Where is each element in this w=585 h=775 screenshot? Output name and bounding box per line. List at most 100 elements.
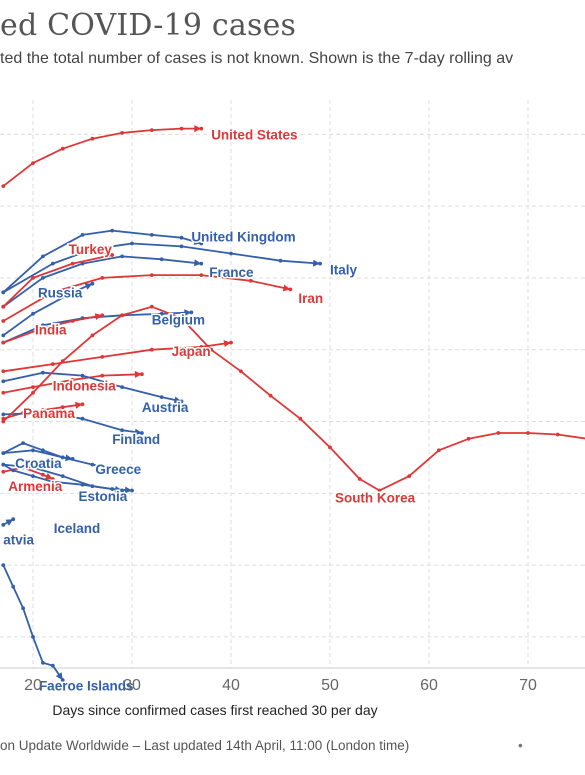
data-point bbox=[120, 313, 124, 318]
data-point bbox=[60, 359, 65, 364]
series-end-arrow bbox=[114, 465, 123, 473]
data-point bbox=[239, 369, 243, 374]
data-point bbox=[159, 395, 164, 399]
series-end-arrow bbox=[282, 284, 291, 292]
data-point bbox=[120, 428, 124, 433]
data-point bbox=[41, 326, 45, 331]
data-point bbox=[526, 431, 530, 435]
x-tick-label: 30 bbox=[123, 677, 141, 694]
series-end-arrow bbox=[184, 309, 192, 317]
data-point bbox=[1, 379, 6, 384]
data-point bbox=[50, 290, 55, 295]
series-label: Finland bbox=[112, 432, 160, 447]
data-point bbox=[60, 474, 65, 478]
chart-title: ed COVID-19 cases bbox=[0, 8, 297, 43]
line-chart: United States United Kingdom Italy France Tu… bbox=[0, 100, 585, 718]
series-label: United States bbox=[211, 127, 297, 142]
data-point bbox=[209, 347, 214, 352]
data-point bbox=[100, 276, 105, 280]
data-point bbox=[1, 319, 6, 323]
data-point bbox=[50, 261, 55, 266]
data-point bbox=[179, 126, 184, 131]
series-label: atvia bbox=[3, 532, 34, 547]
series-end-arrow bbox=[223, 340, 231, 347]
footer-separator-dot: • bbox=[518, 738, 523, 753]
data-point bbox=[199, 126, 204, 131]
data-point bbox=[1, 333, 6, 338]
x-tick-label: 40 bbox=[222, 677, 240, 694]
x-tick-label: 20 bbox=[24, 677, 42, 694]
data-point bbox=[149, 273, 154, 277]
data-point bbox=[90, 333, 95, 338]
data-point bbox=[357, 477, 362, 481]
data-point bbox=[110, 228, 115, 233]
data-point bbox=[199, 273, 204, 277]
series-line bbox=[3, 341, 232, 373]
series-end-arrow bbox=[124, 486, 132, 494]
data-point bbox=[1, 184, 6, 189]
data-point bbox=[50, 479, 55, 484]
series-end-arrow bbox=[104, 253, 113, 260]
data-point bbox=[21, 606, 25, 611]
series-end-arrow bbox=[75, 401, 83, 409]
data-point bbox=[80, 233, 85, 237]
data-point bbox=[31, 161, 35, 166]
data-point bbox=[328, 445, 332, 450]
series-end-arrow bbox=[5, 519, 14, 526]
series-end-arrow bbox=[173, 396, 182, 404]
data-point bbox=[41, 370, 45, 375]
data-point bbox=[298, 416, 303, 421]
x-axis: 20 30 40 50 60 70 Days since confirmed cases f… bbox=[24, 677, 537, 718]
series-line bbox=[2, 242, 321, 294]
data-point bbox=[41, 408, 45, 412]
data-point bbox=[50, 663, 55, 668]
data-point bbox=[60, 146, 65, 151]
data-point bbox=[1, 419, 6, 424]
data-point bbox=[31, 390, 35, 395]
data-point bbox=[159, 257, 164, 262]
data-point bbox=[149, 347, 154, 352]
data-point bbox=[229, 251, 233, 256]
data-point bbox=[41, 472, 45, 477]
series-label: South Korea bbox=[335, 491, 416, 506]
data-point bbox=[100, 355, 105, 359]
series-label: Croatia bbox=[15, 456, 62, 471]
series-label: Faeroe Islands bbox=[39, 679, 134, 694]
data-point bbox=[555, 432, 560, 437]
data-point bbox=[179, 244, 184, 249]
data-point bbox=[70, 378, 75, 382]
data-point bbox=[1, 369, 6, 374]
data-point bbox=[149, 128, 154, 133]
series-label: Panama bbox=[23, 406, 75, 421]
data-point bbox=[1, 563, 6, 567]
data-point bbox=[466, 436, 471, 441]
data-point bbox=[41, 276, 45, 280]
data-point bbox=[50, 362, 55, 366]
data-point bbox=[70, 290, 75, 295]
series-line bbox=[3, 371, 182, 403]
data-point bbox=[90, 247, 95, 252]
data-point bbox=[110, 487, 115, 491]
data-point bbox=[437, 448, 441, 453]
series-end-arrow bbox=[134, 428, 142, 436]
data-point bbox=[31, 635, 35, 639]
series-label: Armenia bbox=[8, 479, 63, 494]
data-point bbox=[41, 448, 45, 453]
data-point bbox=[31, 448, 35, 453]
data-point bbox=[1, 304, 6, 309]
series-end-arrow bbox=[194, 259, 202, 267]
data-point bbox=[60, 405, 65, 410]
data-point bbox=[31, 465, 35, 470]
data-point bbox=[21, 441, 25, 445]
series-end-arrow bbox=[194, 125, 202, 133]
data-point bbox=[90, 462, 95, 467]
data-point bbox=[159, 311, 164, 316]
series-label: Iran bbox=[298, 291, 323, 306]
x-tick-label: 70 bbox=[519, 677, 537, 694]
series-line bbox=[2, 255, 202, 308]
series-end-arrow bbox=[312, 259, 321, 267]
data-point bbox=[407, 474, 412, 478]
series-line bbox=[2, 127, 202, 187]
data-point bbox=[1, 451, 6, 455]
data-point bbox=[120, 254, 124, 259]
